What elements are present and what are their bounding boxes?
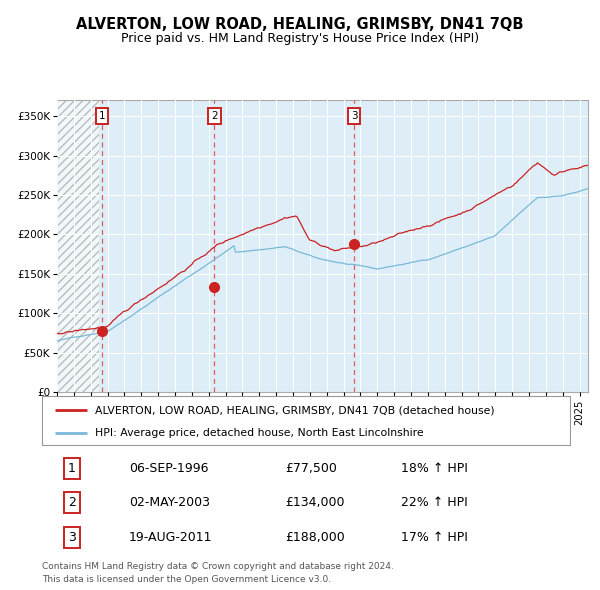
Text: 02-MAY-2003: 02-MAY-2003 — [129, 496, 210, 510]
Text: 2: 2 — [211, 111, 218, 121]
Text: ALVERTON, LOW ROAD, HEALING, GRIMSBY, DN41 7QB (detached house): ALVERTON, LOW ROAD, HEALING, GRIMSBY, DN… — [95, 405, 494, 415]
Text: 1: 1 — [68, 461, 76, 474]
Text: 06-SEP-1996: 06-SEP-1996 — [129, 461, 209, 474]
Text: 1: 1 — [99, 111, 106, 121]
Text: 22% ↑ HPI: 22% ↑ HPI — [401, 496, 468, 510]
Text: Price paid vs. HM Land Registry's House Price Index (HPI): Price paid vs. HM Land Registry's House … — [121, 32, 479, 45]
Text: 18% ↑ HPI: 18% ↑ HPI — [401, 461, 468, 474]
Text: ALVERTON, LOW ROAD, HEALING, GRIMSBY, DN41 7QB: ALVERTON, LOW ROAD, HEALING, GRIMSBY, DN… — [76, 17, 524, 31]
Text: This data is licensed under the Open Government Licence v3.0.: This data is licensed under the Open Gov… — [42, 575, 331, 584]
FancyBboxPatch shape — [42, 396, 570, 445]
Text: HPI: Average price, detached house, North East Lincolnshire: HPI: Average price, detached house, Nort… — [95, 428, 424, 438]
Bar — [57, 100, 99, 392]
Text: £134,000: £134,000 — [285, 496, 344, 510]
Text: 2: 2 — [68, 496, 76, 510]
Text: Contains HM Land Registry data © Crown copyright and database right 2024.: Contains HM Land Registry data © Crown c… — [42, 562, 394, 571]
Text: £188,000: £188,000 — [285, 532, 344, 545]
Text: 19-AUG-2011: 19-AUG-2011 — [129, 532, 212, 545]
Text: £77,500: £77,500 — [285, 461, 337, 474]
Text: 3: 3 — [68, 532, 76, 545]
Bar — [57, 100, 99, 392]
Text: 17% ↑ HPI: 17% ↑ HPI — [401, 532, 468, 545]
Text: 3: 3 — [351, 111, 358, 121]
